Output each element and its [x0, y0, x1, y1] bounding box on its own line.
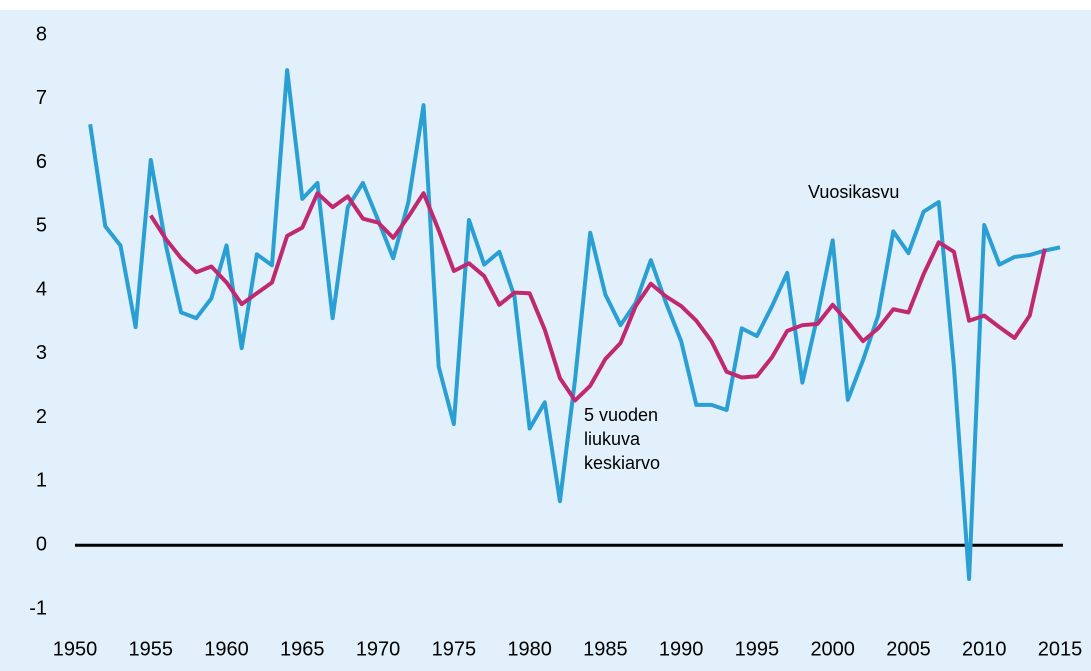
series-line: [149, 191, 1047, 403]
y-tick-label: -1: [29, 597, 47, 619]
x-tick-label: 1995: [735, 638, 780, 660]
annotation: liukuva: [584, 429, 641, 449]
annotation: 5 vuoden: [584, 405, 658, 425]
y-tick-label: 8: [36, 23, 47, 45]
y-tick-label: 7: [36, 87, 47, 109]
x-tick-label: 2005: [886, 638, 931, 660]
x-tick-label: 2015: [1038, 638, 1083, 660]
x-tick-label: 1980: [507, 638, 552, 660]
x-tick-label: 2010: [962, 638, 1007, 660]
x-tick-label: 1965: [280, 638, 325, 660]
annotation: Vuosikasvu: [808, 182, 899, 202]
x-tick-label: 1985: [583, 638, 628, 660]
x-tick-label: 2000: [810, 638, 855, 660]
y-tick-label: 3: [36, 342, 47, 364]
y-tick-label: 2: [36, 406, 47, 428]
x-tick-label: 1990: [659, 638, 704, 660]
y-tick-label: 4: [36, 278, 47, 300]
annotation: keskiarvo: [584, 453, 660, 473]
y-tick-label: 0: [36, 534, 47, 556]
y-tick-label: 6: [36, 151, 47, 173]
y-tick-label: 5: [36, 215, 47, 237]
background: [0, 10, 1091, 671]
x-tick-label: 1960: [204, 638, 249, 660]
series-line: [88, 68, 1061, 582]
x-tick-label: 1975: [432, 638, 477, 660]
x-tick-label: 1955: [129, 638, 174, 660]
x-tick-label: 1950: [53, 638, 98, 660]
x-tick-label: 1970: [356, 638, 401, 660]
y-tick-label: 1: [36, 470, 47, 492]
